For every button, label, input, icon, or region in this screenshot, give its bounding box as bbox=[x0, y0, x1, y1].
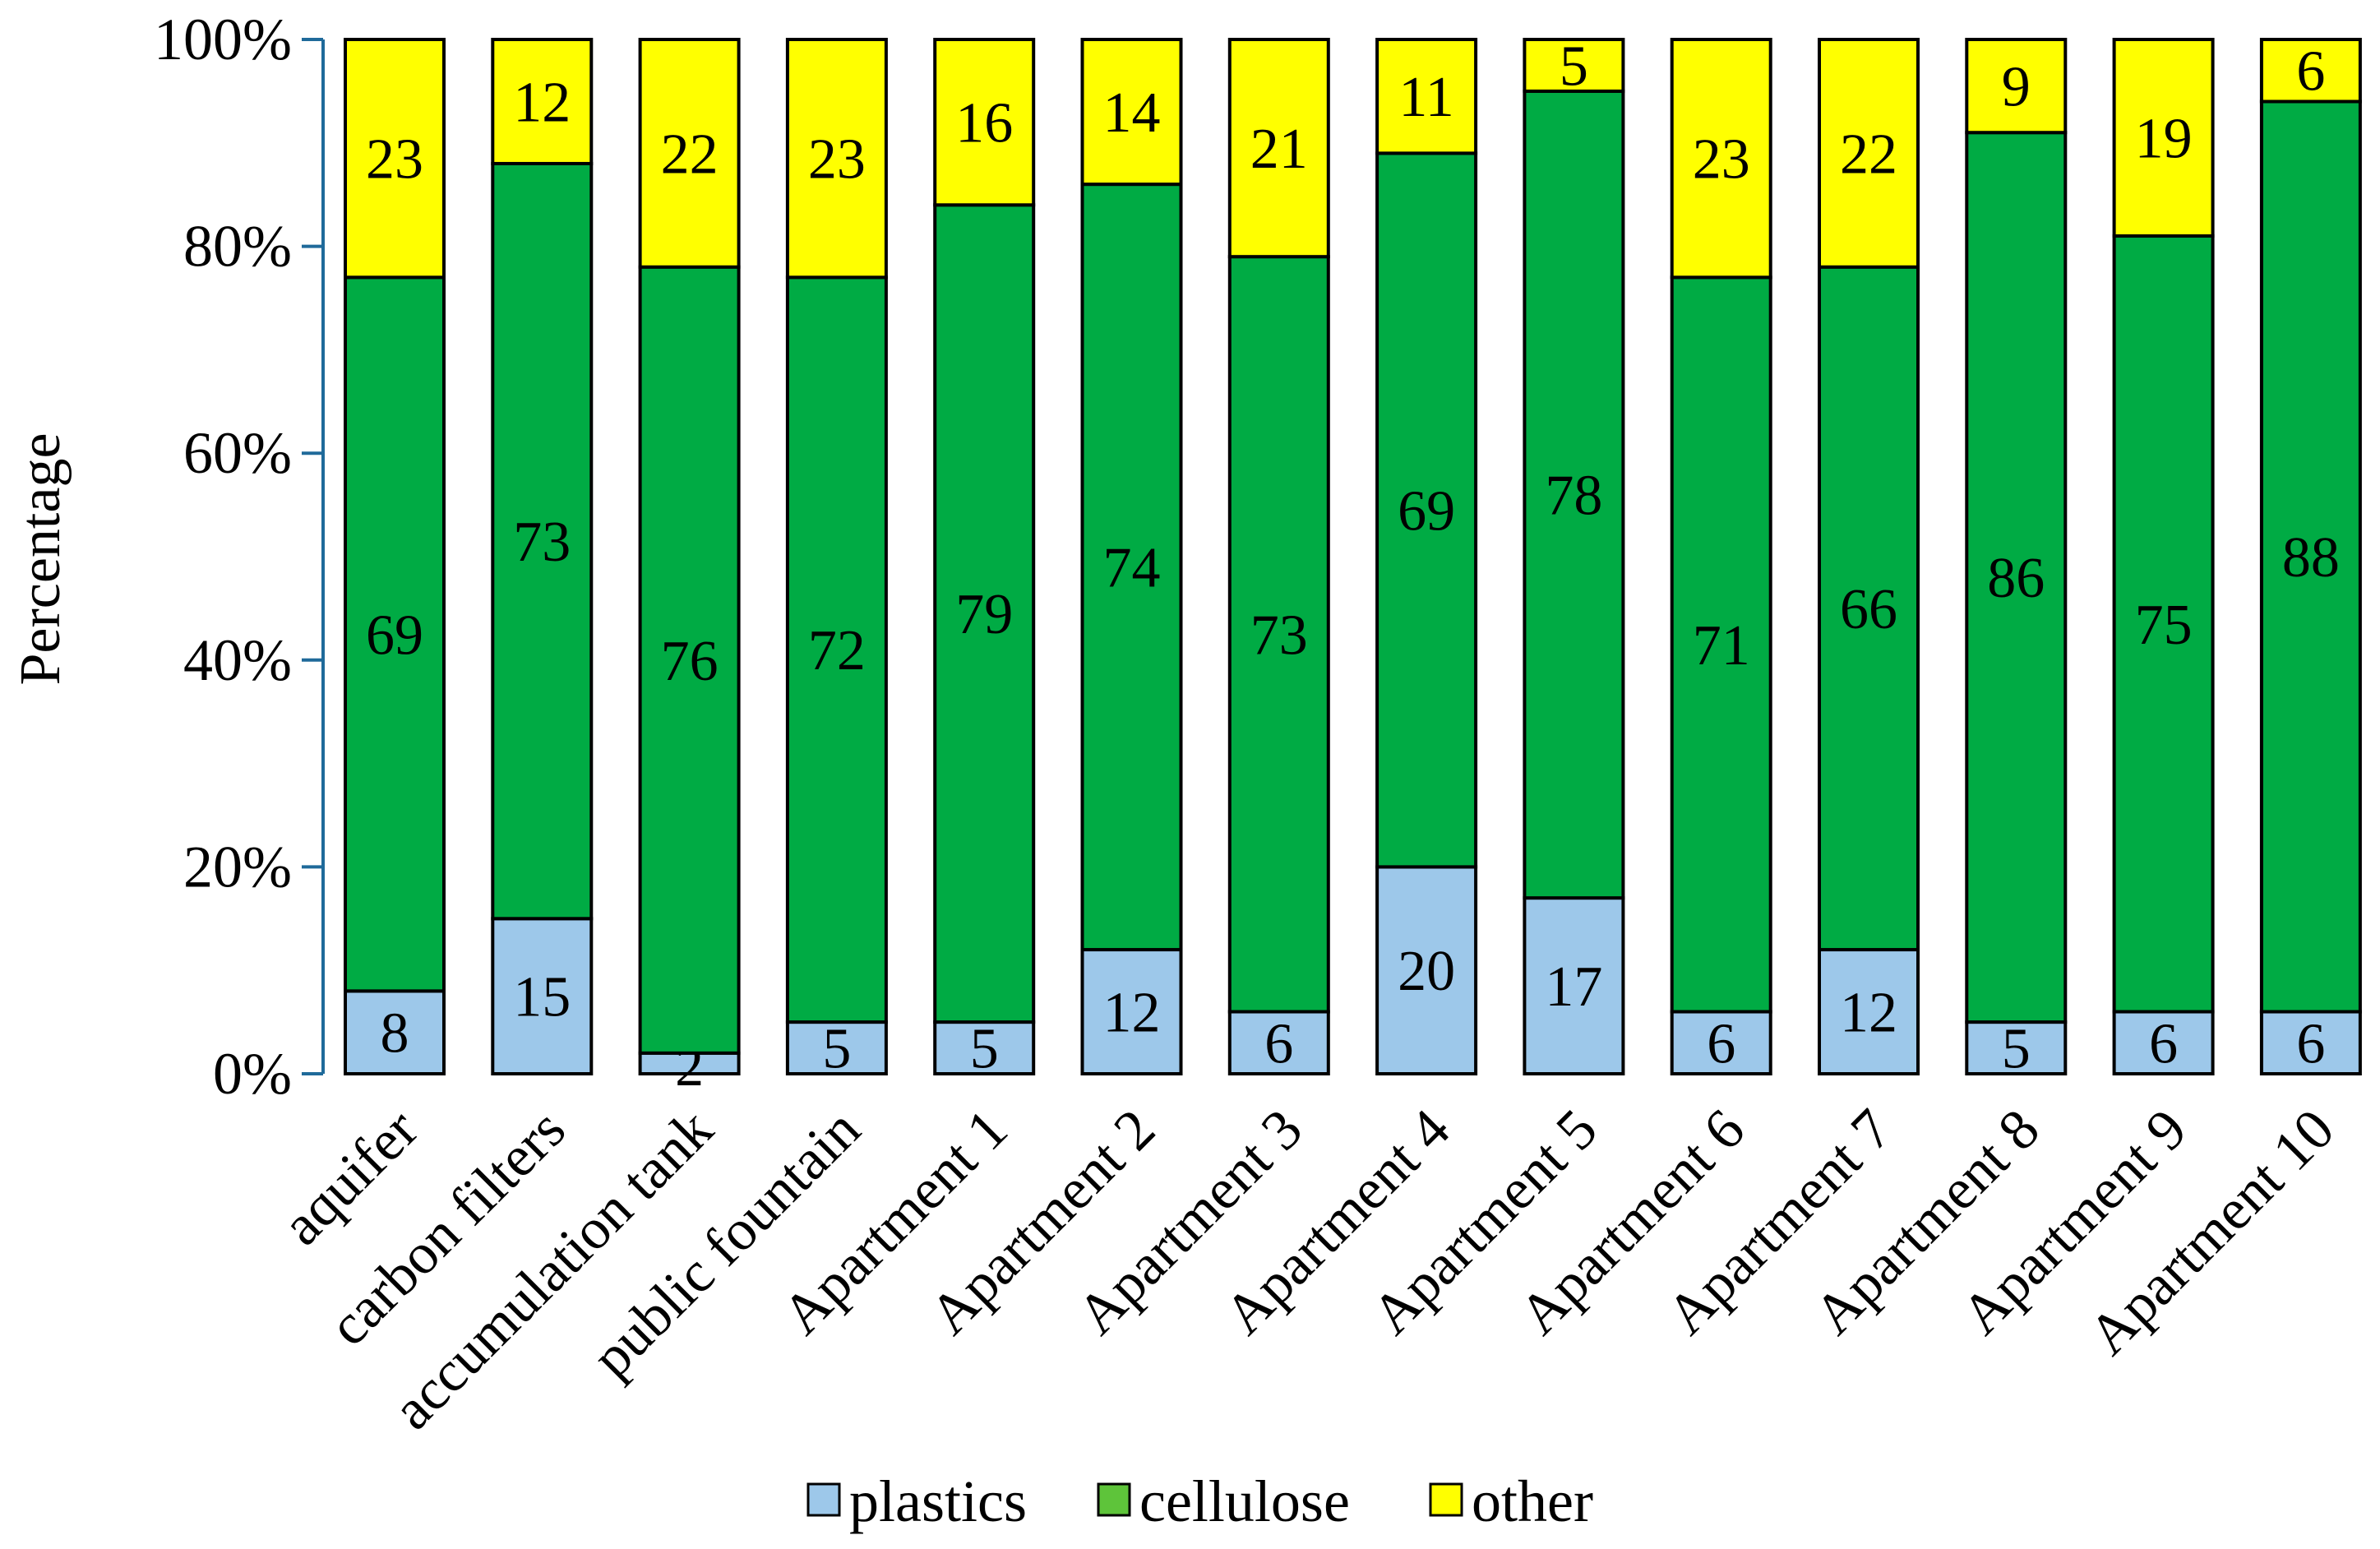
bar-segment-other bbox=[491, 38, 594, 165]
bar-segment-cellulose bbox=[1227, 255, 1330, 1014]
bar-segment-cellulose bbox=[785, 275, 888, 1024]
bar-segment-plastics bbox=[491, 917, 594, 1076]
bar-segment-other bbox=[785, 38, 888, 280]
data-label-other: 9 bbox=[2002, 56, 2031, 119]
data-label-cellulose: 88 bbox=[2282, 526, 2340, 590]
bar-segment-cellulose bbox=[344, 275, 446, 993]
legend-label-other: other bbox=[1472, 1468, 1593, 1534]
bar-segment-other bbox=[1818, 38, 1920, 269]
data-label-other: 14 bbox=[1103, 81, 1161, 145]
data-label-other: 5 bbox=[1560, 35, 1588, 98]
legend-swatch-plastics bbox=[806, 1482, 841, 1517]
data-label-plastics: 6 bbox=[1707, 1012, 1735, 1075]
bar-segment-other bbox=[2259, 38, 2362, 104]
data-label-cellulose: 73 bbox=[513, 511, 571, 574]
y-axis: 0% 20% 40% 60% 80% 100% bbox=[154, 7, 325, 1107]
bar-segment-other bbox=[933, 38, 1036, 207]
bar-segment-cellulose bbox=[933, 203, 1036, 1024]
bar-segment-cellulose bbox=[2112, 234, 2215, 1014]
bar-segment-plastics bbox=[2112, 1010, 2215, 1076]
data-label-other: 11 bbox=[1398, 66, 1453, 129]
y-tick-label: 20% bbox=[183, 834, 292, 899]
bar-segment-cellulose bbox=[1080, 183, 1183, 952]
bar-segment-cellulose bbox=[1670, 275, 1772, 1014]
data-label-plastics: 6 bbox=[2149, 1012, 2178, 1075]
bar-segment-plastics bbox=[1080, 948, 1183, 1076]
data-label-cellulose: 74 bbox=[1103, 537, 1161, 600]
data-label-plastics: 8 bbox=[381, 1002, 409, 1066]
data-label-plastics: 12 bbox=[1840, 982, 1897, 1045]
data-label-cellulose: 78 bbox=[1545, 465, 1602, 528]
data-label-plastics: 17 bbox=[1545, 955, 1602, 1019]
data-label-cellulose: 76 bbox=[661, 630, 719, 693]
legend-label-cellulose: cellulose bbox=[1139, 1468, 1350, 1534]
data-label-plastics: 5 bbox=[2002, 1018, 2031, 1081]
bar-segment-plastics bbox=[638, 1051, 741, 1075]
y-axis-title: Percentage bbox=[9, 432, 72, 685]
bar-segment-cellulose bbox=[638, 265, 741, 1055]
data-label-other: 22 bbox=[661, 123, 719, 186]
data-label-plastics: 5 bbox=[822, 1018, 851, 1081]
legend-swatch-other bbox=[1429, 1482, 1463, 1517]
y-tick-label: 100% bbox=[154, 7, 292, 72]
data-label-cellulose: 79 bbox=[955, 583, 1013, 646]
y-tick-label: 0% bbox=[213, 1041, 292, 1107]
bar-segment-plastics bbox=[1670, 1010, 1772, 1076]
bar-segment-cellulose bbox=[1523, 89, 1625, 900]
y-tick-label: 40% bbox=[183, 627, 292, 693]
bar-segment-cellulose bbox=[491, 161, 594, 921]
data-label-plastics: 6 bbox=[2296, 1012, 2325, 1075]
bar-segment-other bbox=[1670, 38, 1772, 280]
bar-segment-other bbox=[638, 38, 741, 269]
bar-segment-other bbox=[2112, 38, 2215, 238]
data-label-cellulose: 75 bbox=[2135, 594, 2193, 657]
legend-label-plastics: plastics bbox=[849, 1468, 1027, 1534]
bar-segment-plastics bbox=[1965, 1020, 2068, 1075]
bar-segment-other bbox=[1523, 38, 1625, 93]
data-label-cellulose: 69 bbox=[1398, 479, 1455, 543]
data-label-cellulose: 86 bbox=[1987, 547, 2045, 610]
data-label-other: 22 bbox=[1840, 123, 1897, 186]
data-label-cellulose: 71 bbox=[1693, 614, 1750, 677]
bar-segment-plastics bbox=[2259, 1010, 2362, 1076]
legend-swatch-cellulose bbox=[1097, 1482, 1131, 1517]
data-label-plastics: 15 bbox=[513, 966, 571, 1029]
data-label-other: 23 bbox=[1693, 128, 1750, 192]
bar-segment-cellulose bbox=[1965, 131, 2068, 1024]
bar-segment-other bbox=[344, 38, 446, 280]
bar-segment-plastics bbox=[1227, 1010, 1330, 1076]
bar-segment-other bbox=[1080, 38, 1183, 187]
bar-segment-other bbox=[1375, 38, 1478, 155]
data-label-cellulose: 69 bbox=[366, 603, 423, 667]
bar-segment-plastics bbox=[1818, 948, 1920, 1076]
data-label-plastics: 12 bbox=[1103, 982, 1161, 1045]
bar-segment-plastics bbox=[933, 1020, 1036, 1075]
data-label-cellulose: 73 bbox=[1250, 603, 1308, 667]
y-tick-label: 80% bbox=[183, 214, 292, 280]
bar-segment-plastics bbox=[1375, 865, 1478, 1076]
bar-segment-cellulose bbox=[1818, 265, 1920, 952]
bars-layer: 8692315731227622572235791612741467321206… bbox=[344, 35, 2362, 1098]
data-label-plastics: 6 bbox=[1264, 1012, 1293, 1075]
legend: plastics cellulose other bbox=[806, 1468, 1593, 1534]
data-label-other: 23 bbox=[366, 128, 423, 192]
data-label-plastics: 20 bbox=[1398, 940, 1455, 1003]
data-label-other: 21 bbox=[1250, 118, 1308, 181]
data-label-other: 19 bbox=[2135, 108, 2193, 171]
data-label-cellulose: 72 bbox=[808, 619, 866, 682]
data-label-other: 16 bbox=[955, 92, 1013, 155]
data-label-other: 12 bbox=[513, 71, 571, 134]
data-label-cellulose: 66 bbox=[1840, 578, 1897, 641]
bar-segment-plastics bbox=[344, 989, 446, 1075]
data-label-other: 23 bbox=[808, 128, 866, 192]
data-label-other: 6 bbox=[2296, 40, 2325, 104]
bar-segment-other bbox=[1227, 38, 1330, 259]
bar-segment-other bbox=[1965, 38, 2068, 135]
data-label-plastics: 5 bbox=[970, 1018, 999, 1081]
y-tick-label: 60% bbox=[183, 420, 292, 486]
